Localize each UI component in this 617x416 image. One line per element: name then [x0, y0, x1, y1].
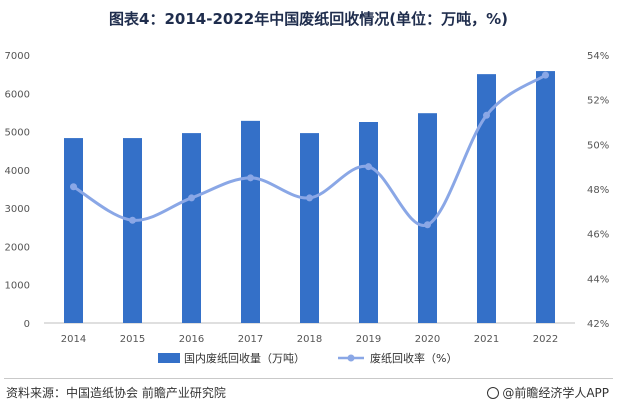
y-right-tick-label: 44% — [587, 274, 609, 285]
x-tick-label: 2019 — [356, 334, 381, 345]
legend-bar-swatch — [158, 353, 180, 363]
bar — [536, 71, 555, 323]
y-right-tick-label: 52% — [587, 96, 609, 107]
footer-divider — [4, 378, 613, 379]
chart-title: 图表4：2014-2022年中国废纸回收情况(单位：万吨，%) — [109, 10, 508, 28]
bar — [418, 113, 437, 324]
x-tick-label: 2022 — [533, 334, 558, 345]
line-series — [70, 71, 549, 229]
y-left-tick-label: 7000 — [5, 51, 30, 62]
x-tick-label: 2021 — [474, 334, 499, 345]
line-point — [129, 216, 136, 224]
x-tick-label: 2016 — [179, 334, 204, 345]
line-point — [247, 174, 254, 182]
bar — [359, 122, 378, 323]
bar — [182, 133, 201, 323]
line-point — [483, 111, 490, 119]
line-point — [542, 71, 549, 79]
line-point — [424, 221, 431, 229]
y-left-tick-label: 1000 — [5, 281, 30, 292]
y-left-tick-label: 3000 — [5, 204, 30, 215]
line-point — [188, 194, 195, 202]
bar — [241, 120, 260, 323]
y-right-tick-label: 54% — [587, 51, 609, 62]
bar-series — [64, 71, 555, 324]
bar — [300, 133, 319, 323]
source-note: 资料来源：中国造纸协会 前瞻产业研究院 — [6, 386, 226, 400]
y-left-tick-label: 2000 — [5, 242, 30, 253]
y-right-tick-label: 46% — [587, 230, 609, 241]
y-left-tick-label: 4000 — [5, 166, 30, 177]
y-left-tick-label: 0 — [24, 319, 30, 330]
line-point — [365, 163, 372, 171]
series-line — [72, 73, 547, 227]
y-right-tick-label: 50% — [587, 140, 609, 151]
line-point — [70, 183, 77, 191]
x-tick-label: 2014 — [61, 334, 86, 345]
y-left-tick-label: 6000 — [5, 89, 30, 100]
brand-text: @前瞻经济学人APP — [502, 386, 609, 400]
bar — [123, 138, 142, 323]
legend-bar-label: 国内废纸回收量（万吨） — [184, 351, 305, 365]
bar — [64, 138, 83, 323]
line-point — [306, 194, 313, 202]
y-right-tick-label: 42% — [587, 319, 609, 330]
bar — [477, 74, 496, 324]
x-tick-label: 2015 — [120, 334, 145, 345]
brand-credit: @前瞻经济学人APP — [487, 384, 609, 401]
legend: 国内废纸回收量（万吨） 废纸回收率（%） — [158, 351, 457, 365]
legend-line-marker — [347, 354, 355, 362]
y-left-tick-label: 5000 — [5, 128, 30, 139]
legend-line-label: 废纸回收率（%） — [370, 351, 457, 365]
x-tick-label: 2020 — [415, 334, 440, 345]
brand-logo-icon — [487, 387, 500, 399]
y-right-tick-label: 48% — [587, 185, 609, 196]
x-tick-label: 2018 — [297, 334, 322, 345]
x-tick-label: 2017 — [238, 334, 263, 345]
